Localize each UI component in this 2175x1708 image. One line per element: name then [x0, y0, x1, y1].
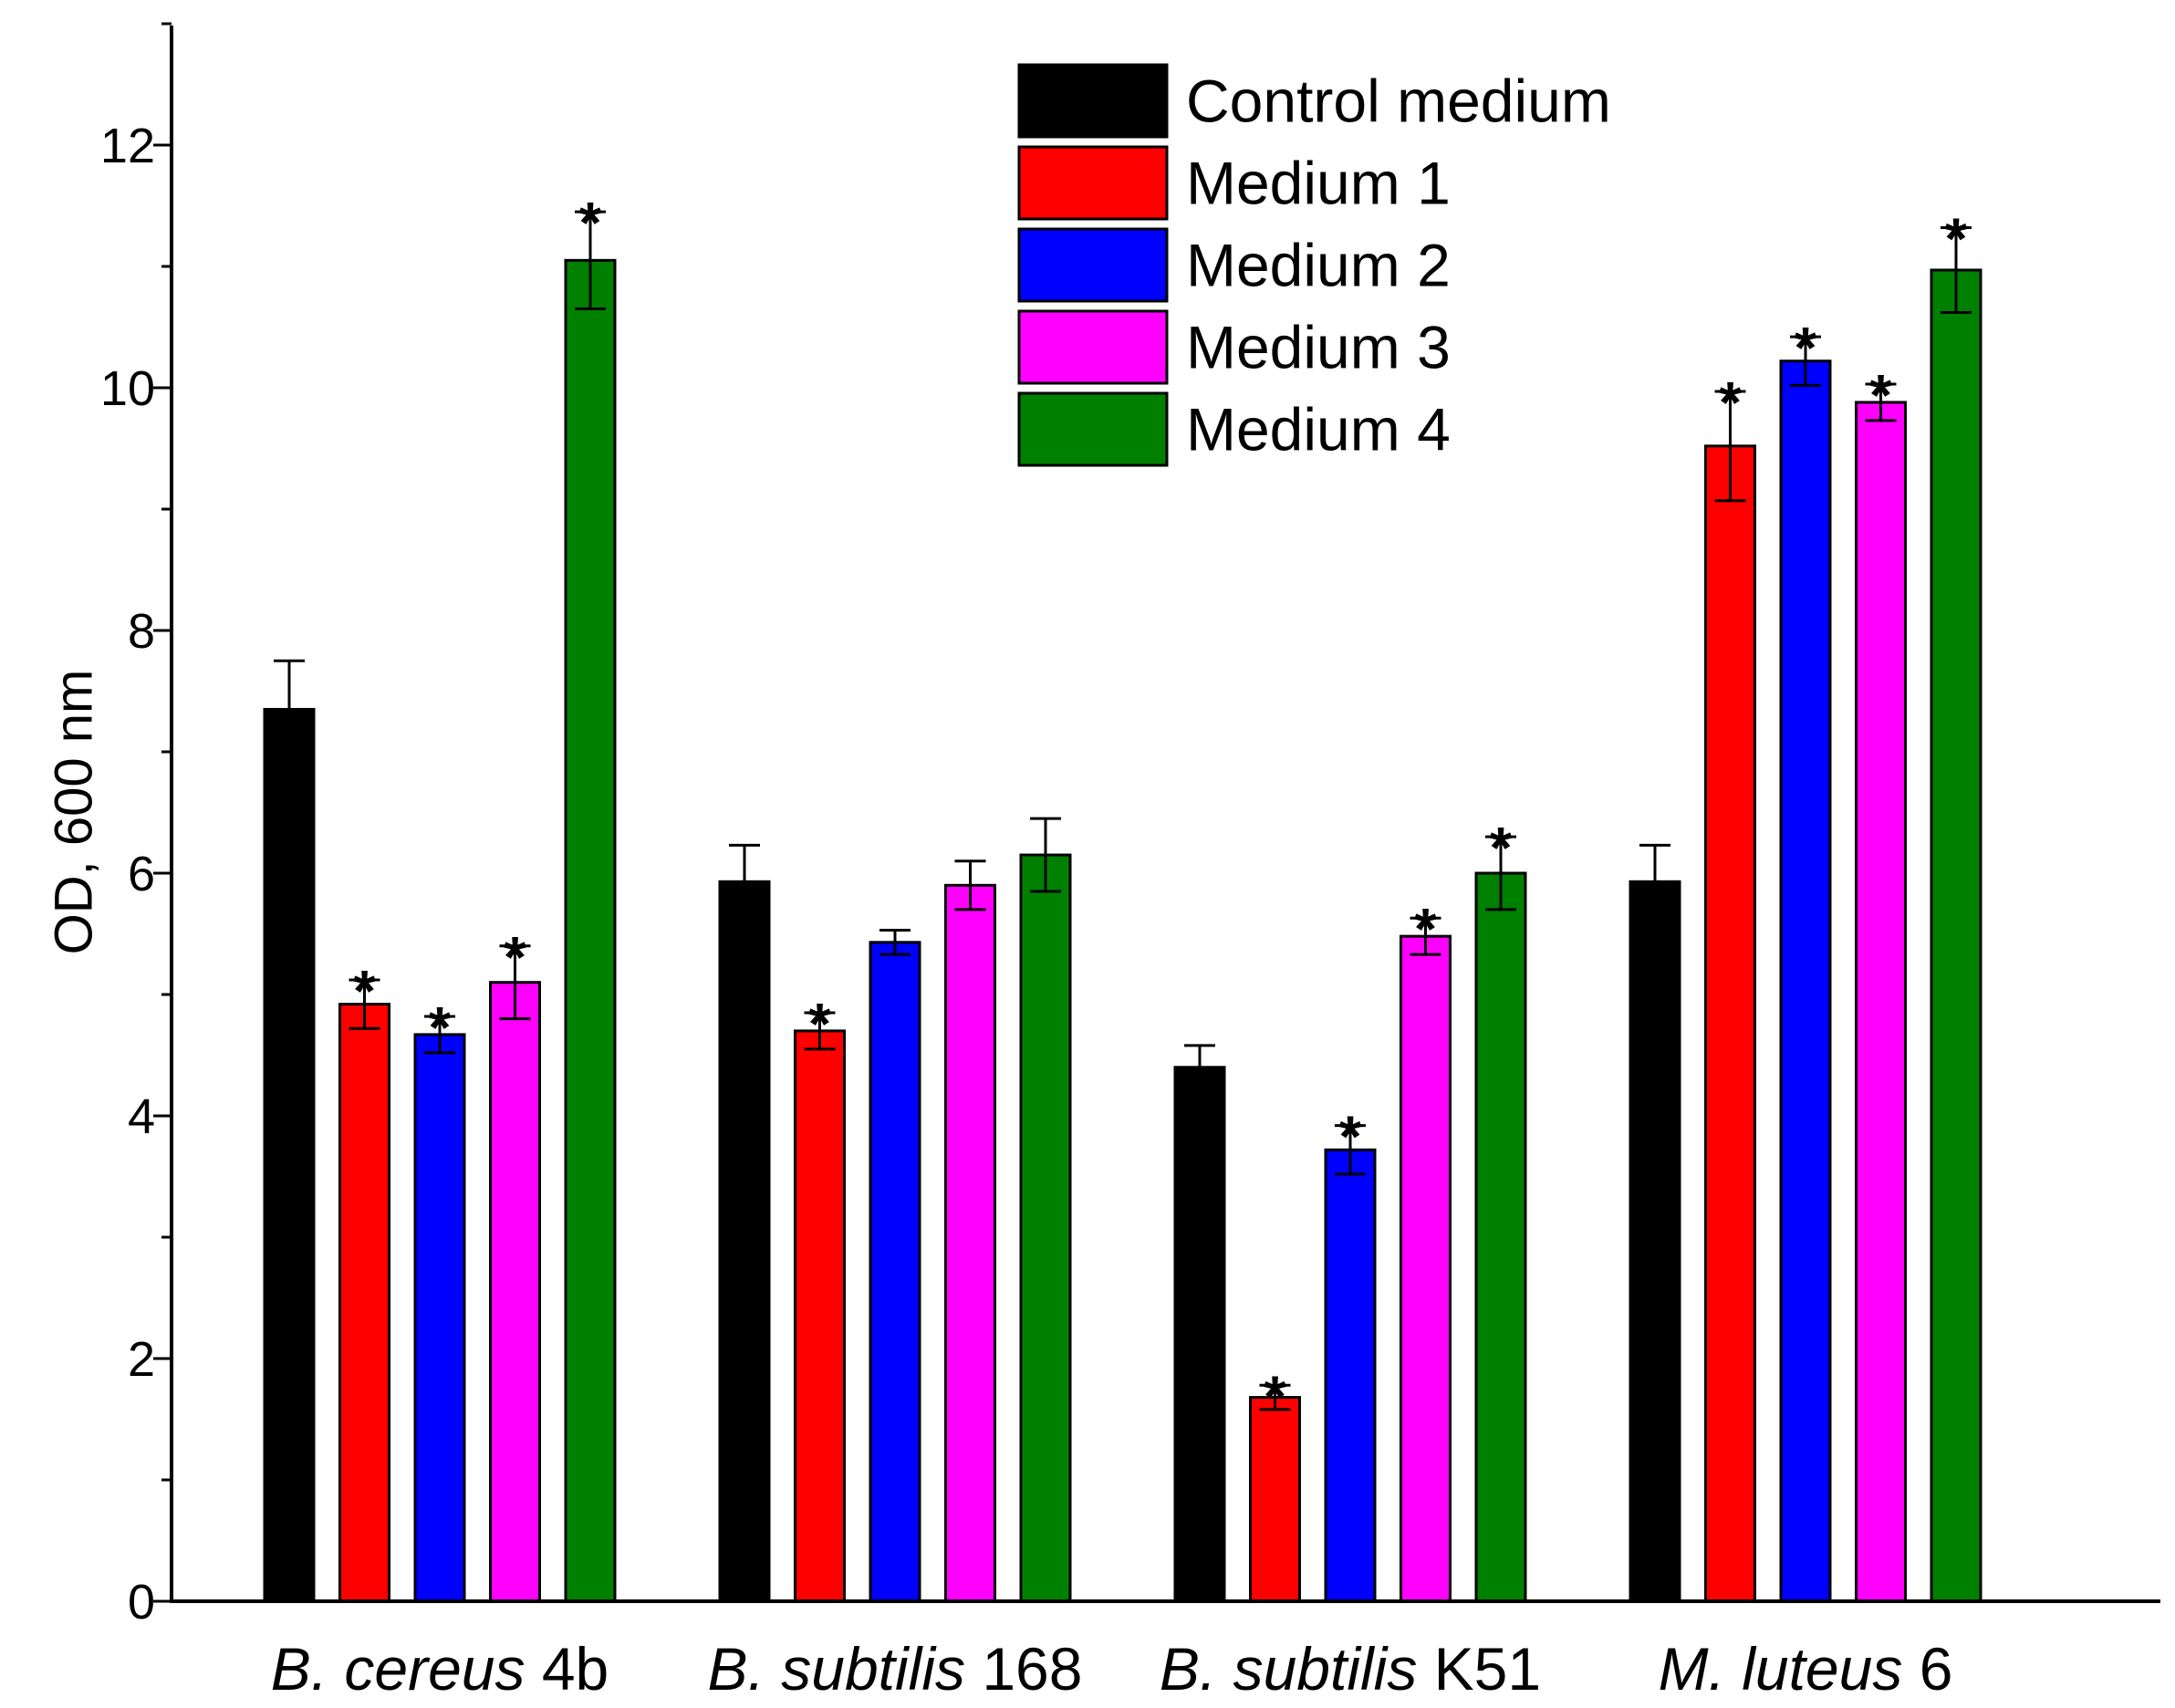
legend-item: Medium 4: [1017, 391, 1451, 467]
y-tick-label: 0: [128, 1575, 155, 1630]
bar: [338, 1003, 390, 1603]
y-axis-label-text: OD, 600 nm: [44, 670, 103, 955]
significance-star: *: [1719, 370, 1742, 435]
y-tick-label: 8: [128, 604, 155, 659]
significance-star: *: [1795, 315, 1817, 380]
bar: [944, 883, 996, 1603]
significance-star: *: [1264, 1363, 1286, 1429]
category-suffix-part: 4b: [526, 1635, 609, 1703]
x-category-label: B. subtilis K51: [1160, 1635, 1541, 1703]
bar-group: * * * *: [1629, 205, 1982, 1603]
significance-star: *: [429, 995, 452, 1060]
bar: [1173, 1066, 1226, 1603]
legend-swatch: [1017, 309, 1169, 385]
bar: [869, 941, 921, 1603]
category-suffix-part: K51: [1417, 1635, 1541, 1703]
legend-swatch: [1017, 391, 1169, 467]
significance-star: *: [579, 190, 602, 255]
legend-swatch: [1017, 63, 1169, 139]
legend-item: Medium 1: [1017, 145, 1451, 221]
bar: [718, 880, 771, 1603]
bar: [1324, 1148, 1377, 1603]
legend-item: Medium 3: [1017, 309, 1451, 385]
x-category-label: M. luteus 6: [1659, 1635, 1953, 1703]
bar: [794, 1029, 846, 1603]
legend-label: Medium 3: [1186, 314, 1451, 381]
significance-star: *: [1490, 815, 1513, 880]
bar-group: * * * *: [1173, 815, 1527, 1603]
legend-label: Medium 2: [1186, 232, 1451, 299]
legend: Control medium Medium 1 Medium 2 Medium 3 Me…: [1017, 63, 1611, 467]
category-suffix-part: 6: [1902, 1635, 1952, 1703]
significance-star: *: [353, 958, 376, 1024]
category-italic-part: B. subtilis: [1160, 1635, 1417, 1703]
significance-star: *: [808, 991, 831, 1057]
significance-star: *: [1869, 362, 1892, 428]
legend-label: Medium 4: [1186, 396, 1451, 463]
bar: [489, 981, 541, 1603]
bar-group: *: [718, 817, 1072, 1603]
bar: [1474, 871, 1527, 1603]
significance-star: *: [1339, 1104, 1362, 1170]
category-italic-part: B. subtilis: [708, 1635, 965, 1703]
legend-swatch: [1017, 145, 1169, 221]
legend-item: Control medium: [1017, 63, 1611, 139]
y-tick-label: 4: [128, 1089, 155, 1144]
category-suffix-part: 168: [965, 1635, 1082, 1703]
y-axis-label: OD, 600 nm: [44, 670, 103, 955]
bar-group: * * * *: [263, 190, 617, 1603]
significance-star: *: [1945, 205, 1968, 271]
bar: [263, 707, 316, 1603]
legend-label: Medium 1: [1186, 150, 1451, 217]
significance-star: *: [1414, 896, 1437, 962]
bar: [1629, 880, 1681, 1603]
x-category-label: B. cereus 4b: [271, 1635, 609, 1703]
significance-star: *: [504, 924, 526, 990]
bar: [564, 258, 617, 1603]
y-tick-label: 2: [128, 1332, 155, 1387]
bar: [413, 1033, 466, 1603]
axes: 0 2 4 6 8 10 12: [100, 22, 2160, 1630]
legend-item: Medium 2: [1017, 227, 1451, 303]
legend-label: Control medium: [1186, 68, 1611, 135]
bar: [1019, 853, 1072, 1603]
bar: [1400, 934, 1452, 1603]
x-category-label: B. subtilis 168: [708, 1635, 1083, 1703]
y-tick-label: 6: [128, 847, 155, 901]
y-tick-label: 10: [100, 361, 155, 416]
bar: [1704, 444, 1756, 1603]
bar: [1930, 268, 1982, 1603]
bar: [1779, 359, 1832, 1603]
bar: [1855, 401, 1907, 1603]
legend-swatch: [1017, 227, 1169, 303]
y-tick-label: 12: [100, 119, 155, 173]
category-italic-part: M. luteus: [1659, 1635, 1903, 1703]
category-italic-part: B. cereus: [271, 1635, 526, 1703]
